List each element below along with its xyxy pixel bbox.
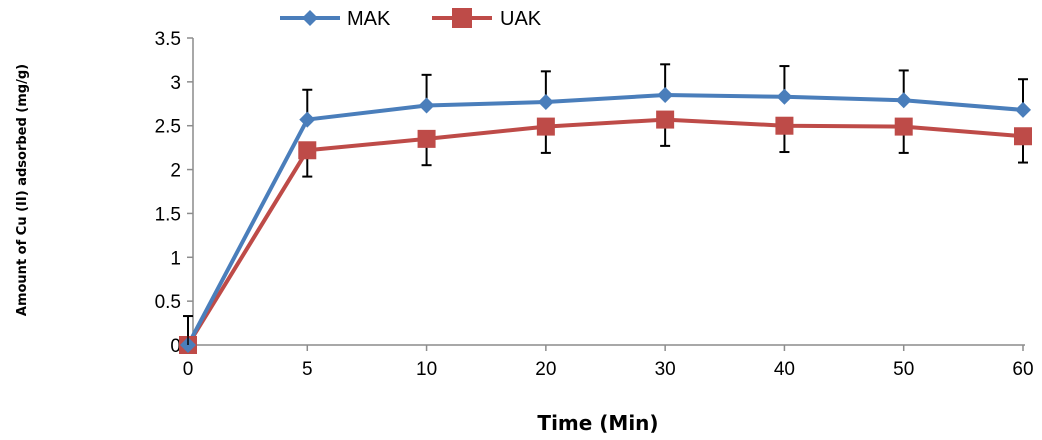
- y-ticks: 0 0.5 1 1.5 2 2.5 3 3.5: [155, 29, 193, 357]
- legend: MAK UAK: [280, 8, 542, 30]
- point-mak: [418, 97, 435, 114]
- x-tick-label: 10: [416, 359, 437, 380]
- point-uak: [1014, 127, 1032, 146]
- point-uak: [298, 141, 317, 160]
- point-uak: [656, 110, 675, 129]
- x-tick-label: 5: [302, 359, 313, 380]
- y-tick-label: 2: [170, 161, 181, 182]
- point-mak: [299, 111, 316, 128]
- point-uak: [894, 117, 913, 136]
- y-axis-title: Amount of Cu (II) adsorbed (mg/g): [15, 64, 30, 316]
- point-mak: [776, 88, 793, 105]
- point-mak: [1015, 101, 1031, 118]
- axes: [192, 38, 1025, 346]
- x-tick-label: 50: [893, 359, 914, 380]
- x-tick-label: 60: [1012, 359, 1033, 380]
- x-tick-label: 40: [774, 359, 795, 380]
- point-mak: [895, 92, 912, 109]
- point-uak: [417, 129, 436, 148]
- series-line-mak: [186, 93, 1024, 346]
- y-tick-label: 3: [170, 73, 181, 94]
- point-uak: [775, 116, 794, 135]
- legend-label-mak: MAK: [347, 8, 391, 30]
- y-tick-label: 0: [170, 336, 181, 357]
- legend-marker-uak: [452, 8, 472, 28]
- legend-label-uak: UAK: [500, 8, 542, 30]
- point-uak: [536, 117, 555, 136]
- x-axis-title: Time (Min): [537, 411, 658, 435]
- series-layer: [179, 63, 1032, 354]
- series-line-uak: [186, 117, 1024, 347]
- y-tick-label: 0.5: [155, 292, 181, 313]
- y-tick-label: 2.5: [155, 117, 181, 138]
- y-tick-label: 1: [170, 248, 181, 269]
- x-tick-label: 0: [183, 359, 194, 380]
- x-ticks: 0 5 10 20 30 40 50 60: [183, 345, 1034, 380]
- point-mak: [537, 94, 554, 111]
- x-tick-label: 30: [655, 359, 676, 380]
- y-tick-label: 1.5: [155, 204, 181, 225]
- y-tick-label: 3.5: [155, 29, 181, 50]
- x-tick-label: 20: [535, 359, 556, 380]
- legend-marker-mak: [302, 10, 318, 26]
- point-mak: [657, 87, 674, 104]
